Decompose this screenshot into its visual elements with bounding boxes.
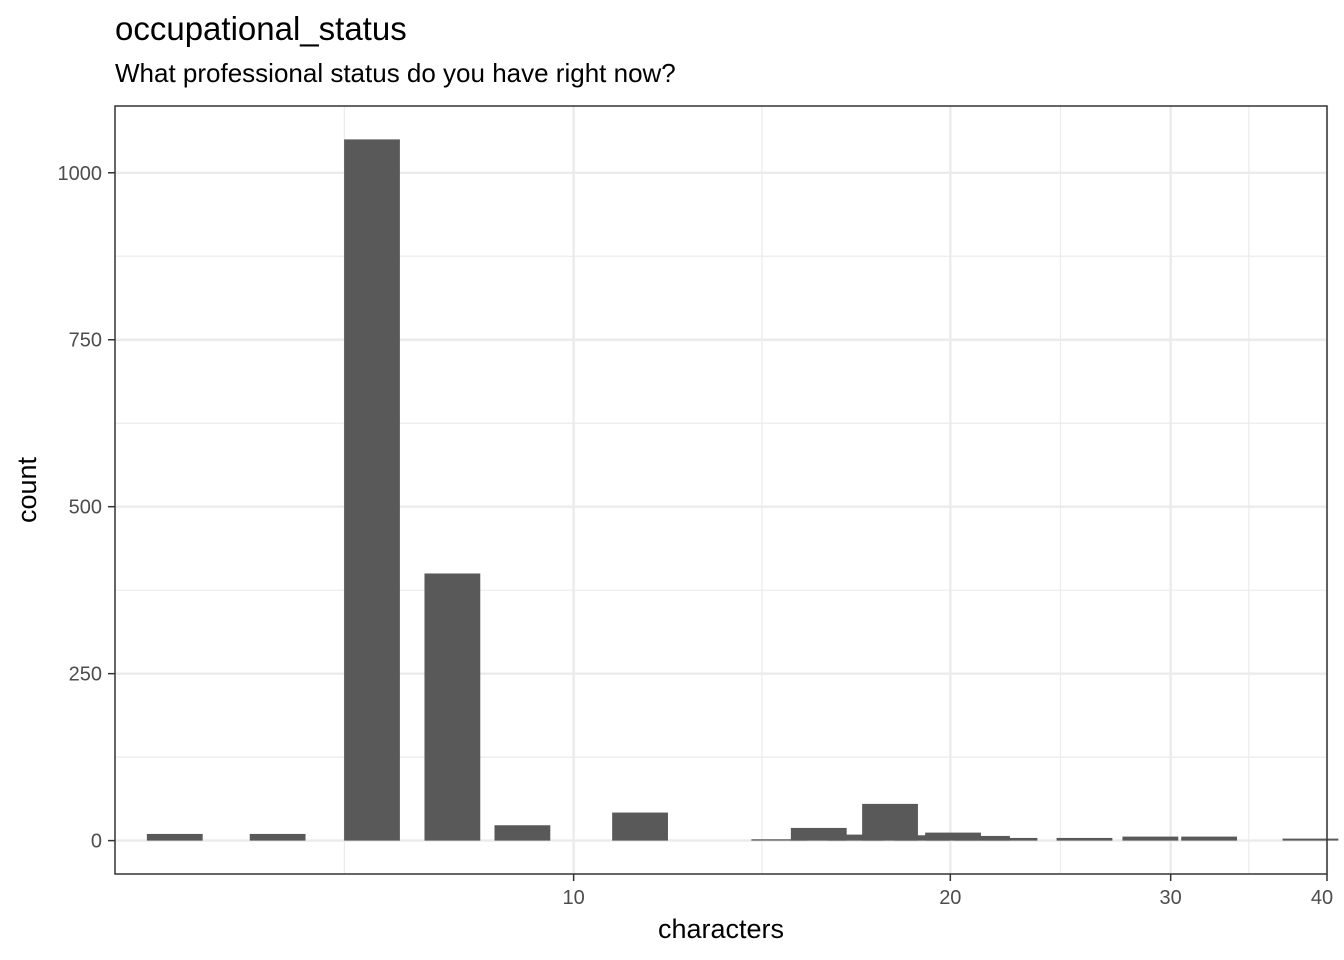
bar <box>1181 836 1238 841</box>
bar <box>612 812 668 841</box>
bar <box>894 835 951 841</box>
bar <box>1282 838 1339 841</box>
y-tick-label: 250 <box>69 664 102 686</box>
bars <box>146 139 1339 841</box>
bar <box>862 803 918 841</box>
y-axis-label: count <box>12 456 42 523</box>
bar <box>981 837 1038 841</box>
panel-border <box>114 105 1328 875</box>
bar <box>925 832 981 841</box>
x-tick-label: 10 <box>563 887 585 909</box>
chart-subtitle: What professional status do you have rig… <box>115 58 676 88</box>
y-tick-label: 1000 <box>58 163 103 185</box>
y-tick-label: 0 <box>91 831 102 853</box>
bar <box>827 834 884 841</box>
y-tick-label: 750 <box>69 330 102 352</box>
x-tick-label: 40 <box>1311 887 1333 909</box>
axes: 0 250 500 750 1000 10 20 30 40 <box>58 163 1334 909</box>
bar <box>344 139 400 841</box>
bar <box>1122 836 1179 841</box>
x-axis-label: characters <box>658 914 784 944</box>
bar <box>424 573 481 841</box>
y-tick-label: 500 <box>69 497 102 519</box>
grid-lines <box>115 106 1329 874</box>
bar <box>494 825 551 841</box>
x-tick-label: 20 <box>939 887 961 909</box>
bar <box>1056 837 1113 841</box>
chart-title: occupational_status <box>115 10 407 47</box>
x-tick-label: 30 <box>1160 887 1182 909</box>
bar <box>146 833 203 841</box>
bar <box>249 833 306 841</box>
bar <box>751 839 808 841</box>
